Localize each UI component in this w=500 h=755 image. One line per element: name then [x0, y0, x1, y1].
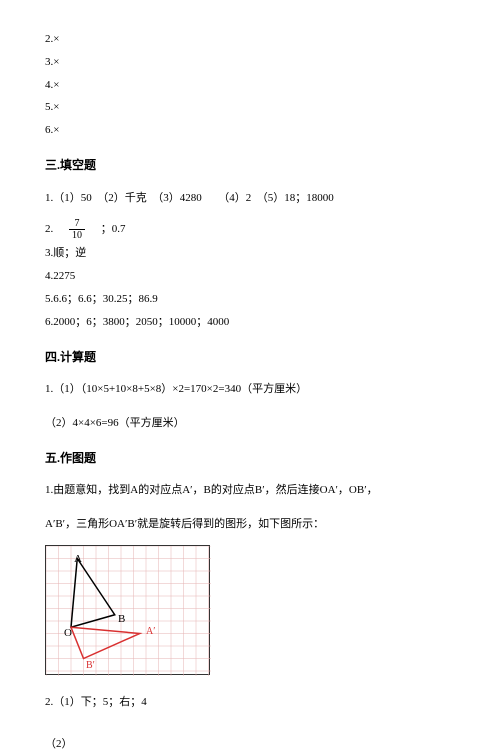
- s5-item2-l1: 2.（1）下；5；右；4: [45, 693, 455, 713]
- intro-line: 2.×: [45, 30, 455, 50]
- s4-item2: （2）4×4×6=96（平方厘米）: [45, 414, 455, 434]
- label-O: O: [64, 627, 72, 639]
- s3-item5: 5.6.6；6.6；30.25；86.9: [45, 290, 455, 310]
- fraction-den: 10: [69, 230, 85, 241]
- triangle-diagram: A B O A′ B′: [45, 545, 210, 675]
- red-triangle: [71, 627, 140, 658]
- intro-line: 5.×: [45, 98, 455, 118]
- fraction-num: 7: [69, 218, 85, 230]
- label-B-prime: B′: [86, 660, 95, 671]
- section4-heading: 四.计算题: [45, 347, 455, 369]
- s3-item2-prefix: 2.: [45, 223, 64, 235]
- label-B: B: [118, 613, 125, 625]
- intro-line: 6.×: [45, 121, 455, 141]
- s3-item6: 6.2000；6；3800；2050；10000；4000: [45, 313, 455, 333]
- s5-item1-l1: 1.由题意知，找到A的对应点A′，B的对应点B′，然后连接OA′，OB′，: [45, 481, 455, 501]
- diagram-svg: A B O A′ B′: [46, 546, 211, 676]
- s5-item2-l2: （2）: [45, 735, 455, 755]
- grid: [46, 546, 211, 676]
- section3-heading: 三.填空题: [45, 155, 455, 177]
- s5-item1-l2: A′B′，三角形OA′B′就是旋转后得到的图形，如下图所示：: [45, 515, 455, 535]
- intro-list: 2.× 3.× 4.× 5.× 6.×: [45, 30, 455, 141]
- intro-line: 4.×: [45, 76, 455, 96]
- intro-line: 3.×: [45, 53, 455, 73]
- label-A: A: [74, 553, 82, 565]
- black-triangle: [71, 558, 115, 627]
- s3-item4: 4.2275: [45, 267, 455, 287]
- fraction: 7 10: [69, 218, 85, 241]
- s4-item1: 1.（1）（10×5+10×8+5×8）×2=170×2=340（平方厘米）: [45, 380, 455, 400]
- s3-item2-suffix: ；0.7: [90, 223, 126, 235]
- s3-item1: 1.（1）50 （2）千克 （3）4280 （4）2 （5）18；18000: [45, 189, 455, 209]
- label-A-prime: A′: [146, 626, 155, 637]
- section5-heading: 五.作图题: [45, 448, 455, 470]
- s3-item3: 3.顺；逆: [45, 244, 455, 264]
- s3-item2: 2. 7 10 ；0.7: [45, 218, 455, 241]
